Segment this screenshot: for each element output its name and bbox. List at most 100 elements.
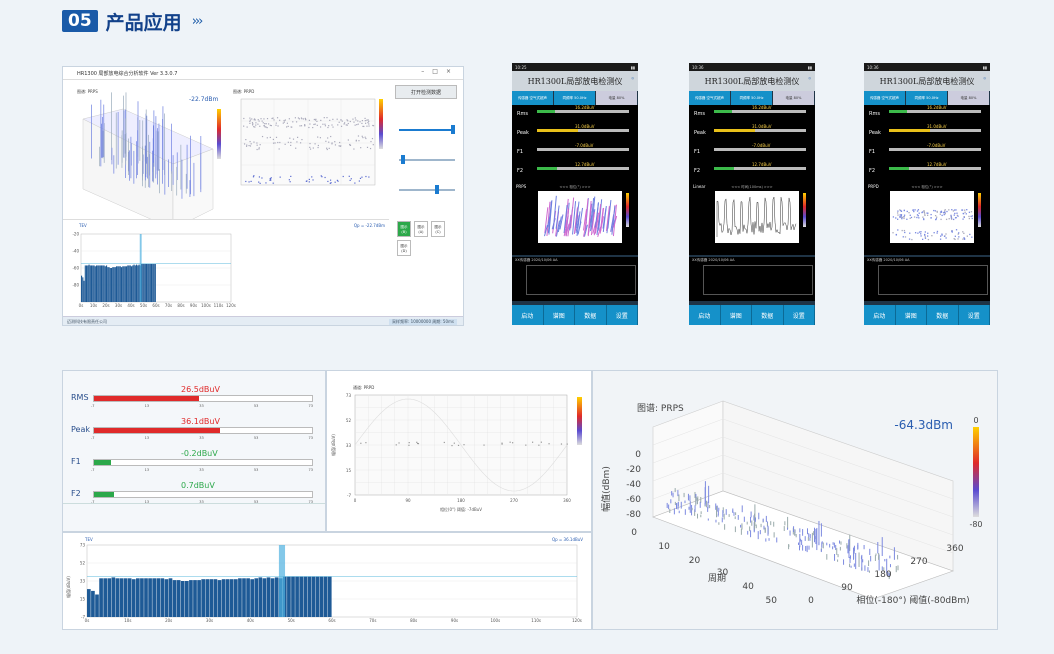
phone-tab[interactable]: 同频率 50.0Hz xyxy=(906,91,948,105)
meter-tick: 53 xyxy=(253,404,259,408)
bar xyxy=(107,267,109,302)
prpd-point xyxy=(299,125,301,127)
phone-tab[interactable]: 同频率 50.0Hz xyxy=(731,91,773,105)
meter-track xyxy=(93,427,313,434)
phone-meter-value: 12.7dBuV xyxy=(575,162,595,167)
prpd-point xyxy=(360,147,362,149)
bar xyxy=(131,266,133,302)
gain-slider-handle[interactable] xyxy=(401,155,405,164)
phone-button[interactable]: 启动 xyxy=(689,305,721,325)
phone-prpd-point xyxy=(916,216,918,219)
phone-prpd-point xyxy=(936,230,939,233)
phone-button[interactable]: 数据 xyxy=(575,305,607,325)
phone-prpd-point xyxy=(922,218,925,220)
phone-tab[interactable]: 电量 80% xyxy=(596,91,638,105)
meter-label: Peak xyxy=(71,425,90,434)
prpd-point xyxy=(290,175,292,178)
prpd-point xyxy=(337,180,339,182)
meter-fill xyxy=(94,492,114,497)
prpd-point xyxy=(308,181,310,183)
phone-prpd-point xyxy=(956,212,958,214)
phone-button[interactable]: 启动 xyxy=(512,305,544,325)
prpd-point xyxy=(265,126,267,128)
phone-button[interactable]: 设置 xyxy=(958,305,990,325)
phone-tab[interactable]: 电量 80% xyxy=(773,91,815,105)
phone-tab[interactable]: 同频率 50.0Hz xyxy=(554,91,596,105)
phone-tab[interactable]: 传感器 空气式超声 xyxy=(689,91,731,105)
window-controls[interactable]: –□× xyxy=(421,68,459,75)
prpd-point xyxy=(248,181,250,183)
prps-period-tick: 30 xyxy=(717,568,729,578)
prpd-point xyxy=(275,124,277,126)
prpd-point xyxy=(353,121,355,123)
bar xyxy=(123,578,128,617)
phone-mini-chart: XX传感器 2020/10/06 AA xyxy=(512,257,638,301)
prpd-point xyxy=(256,142,258,144)
phone-prpd-point xyxy=(934,210,937,212)
prpd-point xyxy=(451,444,453,447)
gridline xyxy=(652,436,724,464)
gain-slider[interactable] xyxy=(399,159,455,161)
mode-button[interactable]: 图示(A) xyxy=(414,221,428,237)
prpd-label: 通道: PRPD xyxy=(353,384,374,390)
x-tick: 70s xyxy=(165,303,172,308)
phase-slider[interactable] xyxy=(399,189,455,191)
prpd-point xyxy=(501,442,503,444)
mode-button[interactable]: 图示(D) xyxy=(397,240,411,256)
desktop-prpd-chart: 图谱: PRPD xyxy=(233,88,383,186)
gridline xyxy=(652,418,724,446)
prpd-point xyxy=(365,175,367,178)
phone-button[interactable]: 谱图 xyxy=(543,305,575,325)
prpd-point xyxy=(277,125,279,127)
phone-prpd-point xyxy=(970,211,973,213)
threshold-slider[interactable] xyxy=(399,129,455,131)
phone-button[interactable]: 设置 xyxy=(606,305,638,325)
phone-prpd-point xyxy=(951,218,953,220)
phone-tab[interactable]: 传感器 空气式超声 xyxy=(512,91,554,105)
open-data-button[interactable]: 打开检测数据 xyxy=(395,85,457,99)
phone-spike xyxy=(555,220,560,237)
phone-meter-value: 12.7dBuV xyxy=(927,162,947,167)
phone-prpd-point xyxy=(941,214,943,217)
meter-tick: -7 xyxy=(91,436,95,440)
y-tick: 33 xyxy=(80,579,86,584)
battery-icon: ▮▮ xyxy=(807,64,812,70)
prpd-point xyxy=(331,143,333,145)
meter-label: F2 xyxy=(71,489,81,498)
phone-tabs: 传感器 空气式超声 同频率 50.0Hz 电量 80% xyxy=(689,91,815,105)
bar xyxy=(99,578,103,617)
prpd-point xyxy=(566,443,568,445)
phone-button[interactable]: 谱图 xyxy=(720,305,752,325)
phone-tab[interactable]: 电量 80% xyxy=(948,91,990,105)
phone-spike xyxy=(544,207,549,234)
prpd-point xyxy=(289,137,291,139)
bar xyxy=(193,580,197,617)
phone-prpd-point xyxy=(892,216,895,218)
mode-button[interactable]: 图示(B) xyxy=(397,221,411,237)
prpd-point xyxy=(361,120,364,122)
phone-button[interactable]: 设置 xyxy=(783,305,815,325)
phone-button[interactable]: 数据 xyxy=(752,305,784,325)
phone-prpd-point xyxy=(909,217,911,219)
phone-button[interactable]: 谱图 xyxy=(895,305,927,325)
prpd-point xyxy=(512,442,514,444)
desktop-bar-label: TEV xyxy=(79,223,87,228)
phone-button[interactable]: 数据 xyxy=(927,305,959,325)
gridline xyxy=(652,454,724,482)
prpd-point xyxy=(548,443,550,445)
phase-slider-handle[interactable] xyxy=(435,185,439,194)
gridline xyxy=(722,418,954,500)
phone-spike xyxy=(565,223,570,237)
prpd-point xyxy=(315,118,317,120)
phone-meter-fill xyxy=(537,129,579,132)
phone-button[interactable]: 启动 xyxy=(864,305,896,325)
phone-spike xyxy=(576,211,581,237)
phone-tab[interactable]: 传感器 空气式超声 xyxy=(864,91,906,105)
threshold-slider-handle[interactable] xyxy=(451,125,455,134)
mode-button[interactable]: 图示(C) xyxy=(431,221,445,237)
phone-prpd-point xyxy=(923,218,925,221)
meter-row: F2 0.7dBuV -7 13 33 53 73 xyxy=(63,467,325,504)
phone-prpd-point xyxy=(918,217,920,219)
prpd-point xyxy=(294,117,296,119)
phone-meter-row: F1 -7.0dBuV xyxy=(515,143,635,157)
